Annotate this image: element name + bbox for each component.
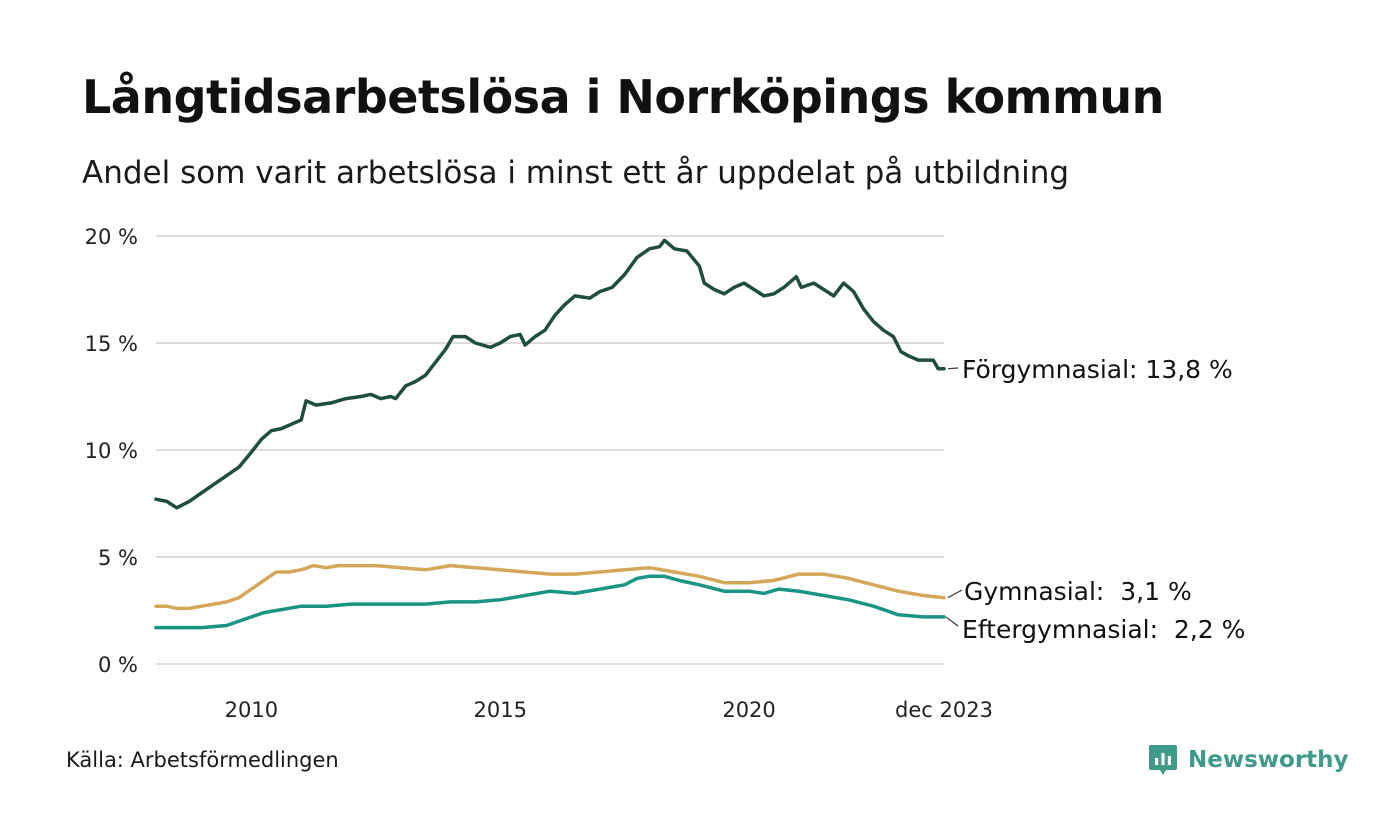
brand-name: Newsworthy bbox=[1188, 747, 1349, 773]
y-tick-label: 20 % bbox=[85, 225, 138, 249]
y-tick-label: 0 % bbox=[98, 653, 138, 677]
y-tick-label: 5 % bbox=[98, 546, 138, 570]
series-line-förgymnasial bbox=[154, 238, 946, 510]
brand: Newsworthy bbox=[1148, 743, 1349, 777]
x-tick-label: 2015 bbox=[474, 698, 527, 722]
y-axis: 0 % 5 % 10 % 15 % 20 % bbox=[85, 225, 138, 677]
series-layer bbox=[154, 238, 946, 630]
chart-title: Långtidsarbetslösa i Norrköpings kommun bbox=[82, 70, 1164, 124]
chart-subtitle: Andel som varit arbetslösa i minst ett å… bbox=[82, 155, 1070, 191]
x-axis: 2010 2015 2020 dec 2023 bbox=[225, 698, 993, 722]
label-leader-eftergymnasial bbox=[945, 616, 959, 627]
label-leader-gymnasial bbox=[947, 589, 963, 599]
series-line-gymnasial bbox=[154, 563, 946, 611]
series-line-eftergymnasial bbox=[154, 574, 946, 630]
x-tick-label: 2020 bbox=[722, 698, 775, 722]
end-label-gymnasial: Gymnasial: 3,1 % bbox=[964, 577, 1192, 606]
source-note: Källa: Arbetsförmedlingen bbox=[66, 748, 339, 772]
y-tick-label: 10 % bbox=[85, 439, 138, 463]
x-tick-label: dec 2023 bbox=[895, 698, 993, 722]
label-leader-förgymnasial bbox=[947, 367, 959, 370]
newsworthy-logo-icon bbox=[1149, 745, 1177, 775]
end-labels: Förgymnasial: 13,8 % Gymnasial: 3,1 % Efte… bbox=[945, 355, 1245, 644]
end-label-förgymnasial: Förgymnasial: 13,8 % bbox=[962, 355, 1233, 384]
grid-layer bbox=[156, 235, 944, 665]
end-label-eftergymnasial: Eftergymnasial: 2,2 % bbox=[962, 615, 1245, 644]
y-tick-label: 15 % bbox=[85, 332, 138, 356]
x-tick-label: 2010 bbox=[225, 698, 278, 722]
